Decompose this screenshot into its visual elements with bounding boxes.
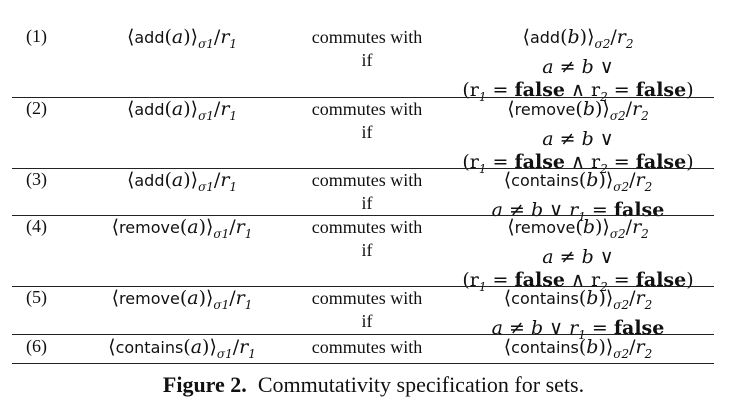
- figure-caption: Figure 2. Commutativity specification fo…: [0, 372, 747, 398]
- relation-text: commutes with if: [311, 217, 423, 260]
- left-operation: ⟨add(a)⟩σ1/r1: [126, 26, 238, 51]
- left-operation: ⟨remove(a)⟩σ1/r1: [111, 287, 253, 312]
- relation-text: commutes with: [311, 337, 423, 357]
- condition-line-1: a ≠ b ∨: [542, 56, 614, 78]
- row-divider: [12, 215, 714, 216]
- table-bottom-rule: [12, 363, 714, 364]
- caption-text: Commutativity specification for sets.: [257, 372, 585, 397]
- condition-line-1: a ≠ b ∨: [542, 246, 614, 268]
- left-operation: ⟨contains(a)⟩σ1/r1: [108, 336, 256, 361]
- row-divider: [12, 97, 714, 98]
- row-number: (6): [26, 336, 47, 356]
- row-number: (5): [26, 287, 47, 307]
- spec-row-2: (2) ⟨add(a)⟩σ1/r1 commutes with if ⟨remov…: [12, 98, 714, 176]
- left-operation: ⟨add(a)⟩σ1/r1: [126, 98, 238, 123]
- right-operation: ⟨remove(b)⟩σ2/r2 a ≠ b ∨ (r1 = false ∧ r…: [442, 216, 714, 299]
- relation-text: commutes with if: [311, 99, 423, 142]
- left-operation: ⟨remove(a)⟩σ1/r1: [111, 216, 253, 241]
- spec-row-3: (3) ⟨add(a)⟩σ1/r1 commutes with if ⟨conta…: [12, 169, 714, 224]
- left-operation: ⟨add(a)⟩σ1/r1: [126, 169, 238, 194]
- condition-line-2: (r1 = false ∧ r2 = false): [462, 269, 694, 294]
- condition-line-1: a ≠ b ∨: [542, 128, 614, 150]
- right-operation: ⟨add(b)⟩σ2/r2 a ≠ b ∨ (r1 = false ∧ r2 =…: [442, 26, 714, 109]
- right-operation: ⟨contains(b)⟩σ2/r2: [503, 336, 653, 361]
- row-number: (4): [26, 216, 47, 236]
- relation-text: commutes with if: [311, 288, 423, 331]
- spec-row-1: (1) ⟨add(a)⟩σ1/r1 commutes with if ⟨add(b…: [12, 26, 714, 104]
- spec-row-4: (4) ⟨remove(a)⟩σ1/r1 commutes with if ⟨re…: [12, 216, 714, 294]
- row-divider: [12, 168, 714, 169]
- row-divider: [12, 334, 714, 335]
- spec-row-5: (5) ⟨remove(a)⟩σ1/r1 commutes with if ⟨co…: [12, 287, 714, 342]
- spec-row-6: (6) ⟨contains(a)⟩σ1/r1 commutes with ⟨co…: [12, 336, 714, 362]
- relation-text: commutes with if: [311, 170, 423, 213]
- right-operation: ⟨remove(b)⟩σ2/r2 a ≠ b ∨ (r1 = false ∧ r…: [442, 98, 714, 181]
- row-number: (2): [26, 98, 47, 118]
- condition-line-2: (r1 = false ∧ r2 = false): [462, 151, 694, 176]
- row-number: (1): [26, 26, 47, 46]
- condition-line-1: a ≠ b ∨ r1 = false: [491, 317, 665, 342]
- row-number: (3): [26, 169, 47, 189]
- relation-text: commutes with if: [311, 27, 423, 70]
- row-divider: [12, 286, 714, 287]
- figure-label: Figure 2.: [162, 372, 247, 397]
- condition-line-2: (r1 = false ∧ r2 = false): [462, 79, 694, 104]
- right-operation: ⟨contains(b)⟩σ2/r2 a ≠ b ∨ r1 = false: [442, 287, 714, 347]
